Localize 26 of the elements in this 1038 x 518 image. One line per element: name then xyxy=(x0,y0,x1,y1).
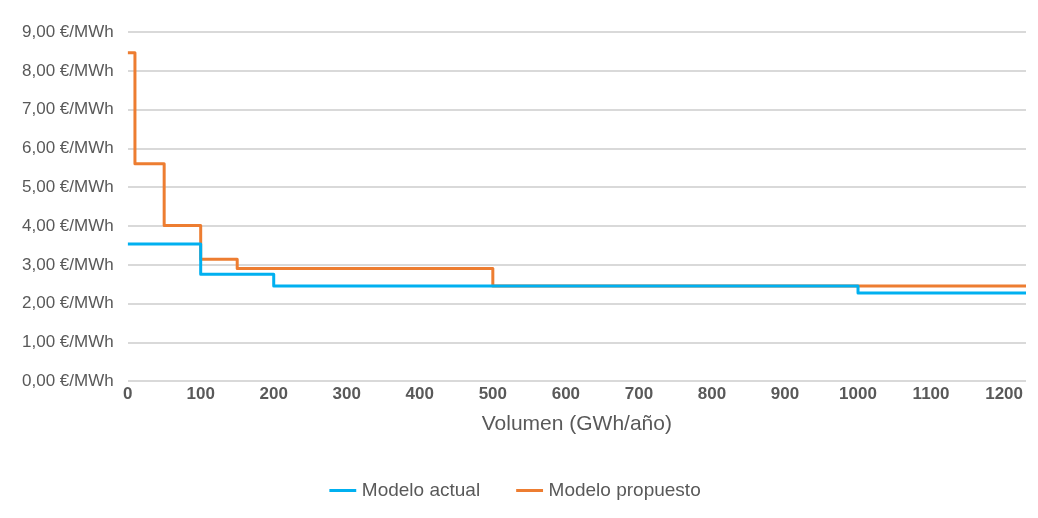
x-tick-label: 100 xyxy=(186,384,215,404)
y-tick-label: 8,00 €/MWh xyxy=(21,60,114,80)
x-tick-label: 1200 xyxy=(985,384,1023,404)
y-tick-label: 3,00 €/MWh xyxy=(21,254,114,274)
x-tick-label: 0 xyxy=(122,384,133,404)
y-tick-label: 7,00 €/MWh xyxy=(21,99,114,119)
y-tick-label: 5,00 €/MWh xyxy=(21,177,114,197)
y-tick-label: 6,00 €/MWh xyxy=(21,138,114,158)
legend-label: Modelo actual xyxy=(361,478,481,500)
y-tick-label: 1,00 €/MWh xyxy=(21,332,114,352)
y-tick-label: 0,00 €/MWh xyxy=(21,371,114,391)
x-tick-label: 1000 xyxy=(839,384,877,404)
x-tick-label: 600 xyxy=(551,384,581,404)
x-tick-label: 1100 xyxy=(912,384,950,404)
x-tick-label: 400 xyxy=(405,384,434,404)
x-tick-label: 200 xyxy=(259,384,288,404)
x-axis-title: Volumen (GWh/año) xyxy=(481,411,672,435)
x-tick-label: 700 xyxy=(624,384,654,404)
y-tick-label: 4,00 €/MWh xyxy=(21,215,114,235)
y-tick-label: 2,00 €/MWh xyxy=(21,293,114,313)
x-tick-label: 800 xyxy=(697,384,727,404)
x-tick-label: 500 xyxy=(478,384,508,404)
x-tick-label: 300 xyxy=(332,384,361,404)
y-tick-label: 9,00 €/MWh xyxy=(21,21,114,41)
legend-label: Modelo propuesto xyxy=(548,478,701,500)
x-tick-label: 900 xyxy=(770,384,800,404)
